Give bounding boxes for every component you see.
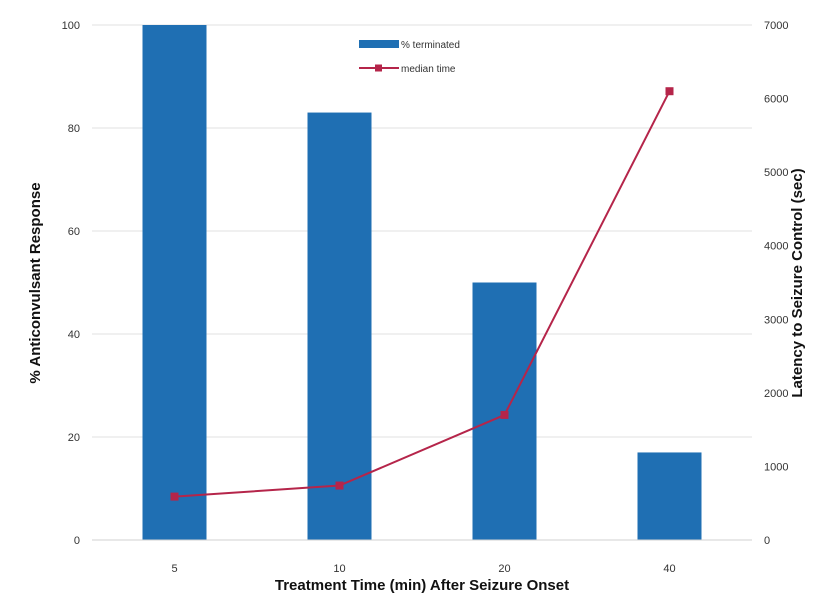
bar-series xyxy=(142,25,702,541)
y-left-tick-label: 20 xyxy=(68,432,80,444)
line-series xyxy=(170,87,674,501)
y-left-tick-label: 60 xyxy=(68,226,80,238)
y-right-tick-label: 1000 xyxy=(764,461,788,473)
y-right-tick-label: 3000 xyxy=(764,314,788,326)
y-left-tick-label: 100 xyxy=(62,20,80,32)
tick-labels: 0204060801000100020003000400050006000700… xyxy=(62,20,789,575)
series-line-median-time xyxy=(174,90,671,498)
y-axis-left-title: % Anticonvulsant Response xyxy=(27,182,44,383)
x-tick-label: 40 xyxy=(663,563,675,575)
bar xyxy=(307,112,372,541)
legend-label-terminated: % terminated xyxy=(401,40,460,51)
y-right-tick-label: 0 xyxy=(764,535,770,547)
y-right-tick-label: 6000 xyxy=(764,94,788,106)
legend: % terminated median time xyxy=(359,40,460,75)
line-point-marker xyxy=(335,481,344,490)
x-axis-title: Treatment Time (min) After Seizure Onset xyxy=(275,577,569,594)
legend-label-median-time: median time xyxy=(401,64,456,75)
y-left-tick-label: 0 xyxy=(74,535,80,547)
bar xyxy=(637,452,702,540)
y-right-tick-label: 2000 xyxy=(764,388,788,400)
y-left-tick-label: 80 xyxy=(68,123,80,135)
line-point-marker xyxy=(170,492,179,501)
x-tick-label: 10 xyxy=(333,563,345,575)
bar xyxy=(142,25,207,540)
line-point-marker xyxy=(500,410,509,419)
legend-marker-median-time xyxy=(375,64,382,72)
y-right-tick-label: 5000 xyxy=(764,167,788,179)
y-axis-right-title: Latency to Seizure Control (sec) xyxy=(789,168,806,397)
y-right-tick-label: 4000 xyxy=(764,241,788,253)
y-left-tick-label: 40 xyxy=(68,329,80,341)
y-right-tick-label: 7000 xyxy=(764,20,788,32)
legend-swatch-terminated xyxy=(359,40,399,48)
x-tick-label: 5 xyxy=(171,563,177,575)
x-tick-label: 20 xyxy=(498,563,510,575)
line-point-marker xyxy=(665,87,674,96)
